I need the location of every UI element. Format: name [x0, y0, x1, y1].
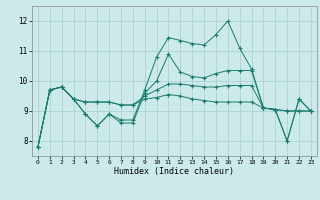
X-axis label: Humidex (Indice chaleur): Humidex (Indice chaleur)	[115, 167, 234, 176]
